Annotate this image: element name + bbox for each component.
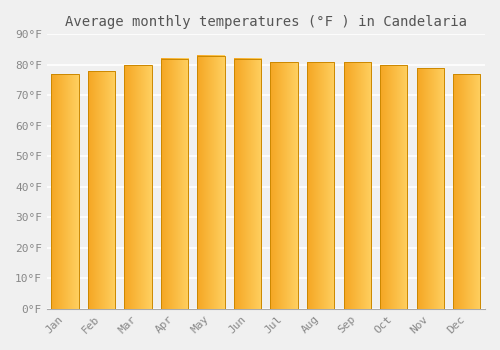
Bar [307, 62, 334, 309]
Bar [52, 74, 79, 309]
Bar [198, 56, 225, 309]
Bar [124, 65, 152, 309]
Bar [88, 71, 116, 309]
Bar [161, 59, 188, 309]
Bar [453, 74, 480, 309]
Bar [416, 68, 444, 309]
Bar [344, 62, 371, 309]
Title: Average monthly temperatures (°F ) in Candelaria: Average monthly temperatures (°F ) in Ca… [65, 15, 467, 29]
Bar [234, 59, 262, 309]
Bar [270, 62, 298, 309]
Bar [380, 65, 407, 309]
